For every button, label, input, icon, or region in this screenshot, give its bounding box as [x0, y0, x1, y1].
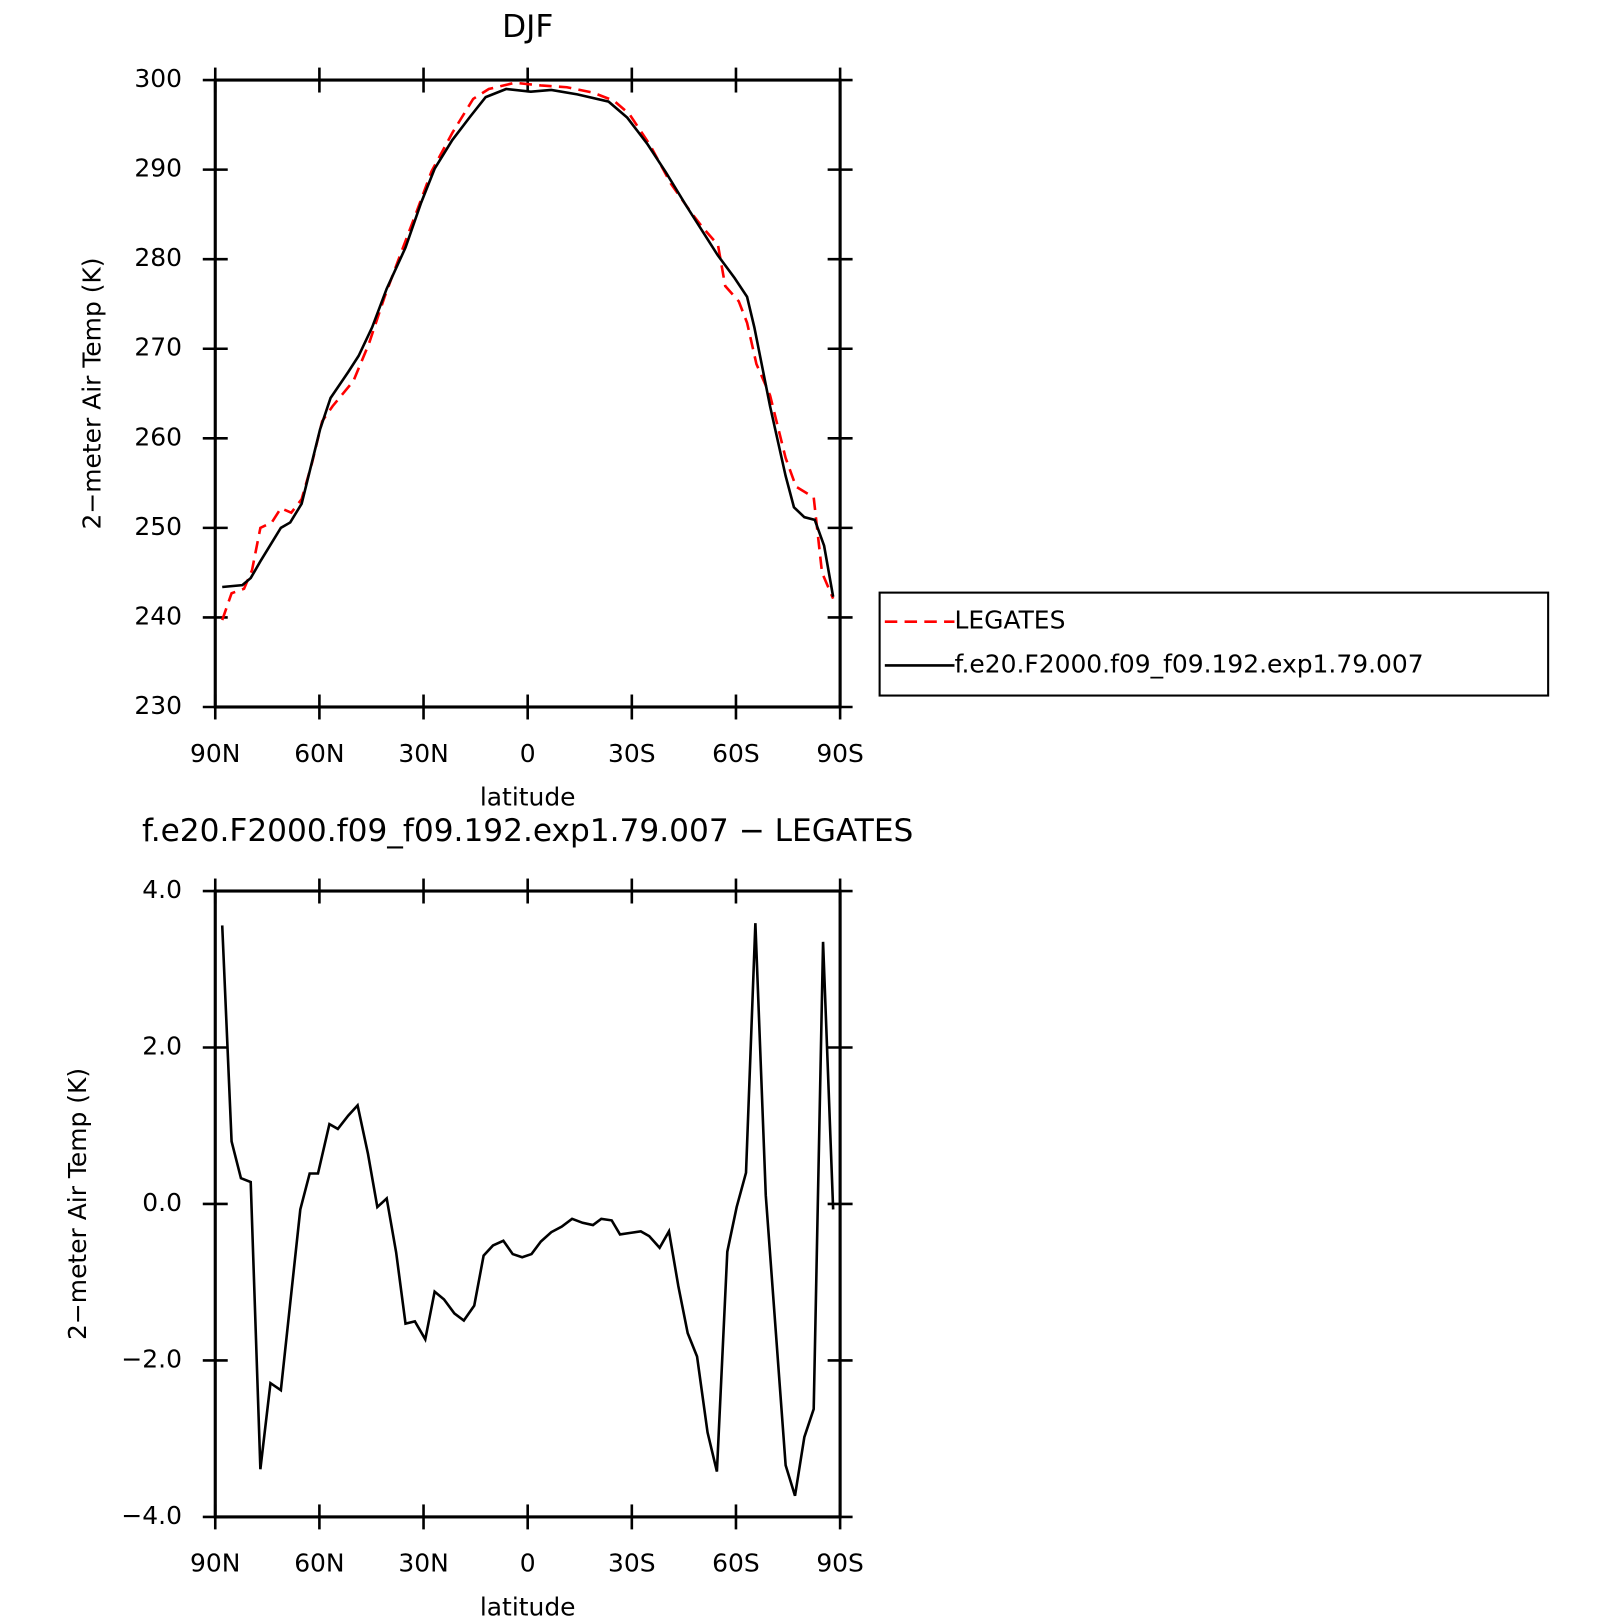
chart-title: f.e20.F2000.f09_f09.192.exp1.79.007 − LE…	[142, 813, 913, 849]
y-tick-label: 0.0	[142, 1188, 182, 1217]
y-tick-label: 300	[134, 64, 182, 93]
x-tick-label: 30S	[608, 739, 656, 768]
x-tick-label: 0	[520, 739, 536, 768]
y-axis-label: 2−meter Air Temp (K)	[63, 1068, 92, 1340]
y-tick-label: −4.0	[121, 1501, 182, 1530]
x-axis-label: latitude	[480, 1592, 576, 1621]
x-tick-label: 60S	[712, 1549, 760, 1578]
x-tick-label: 30N	[398, 739, 448, 768]
y-tick-label: 240	[134, 601, 182, 630]
plot-frame	[213, 889, 842, 1519]
y-tick-label: 290	[134, 154, 182, 183]
x-tick-label: 90N	[190, 1549, 240, 1578]
x-tick-label: 0	[520, 1549, 536, 1578]
line	[220, 81, 835, 621]
y-tick-label: 230	[134, 691, 182, 720]
legend-box	[878, 591, 1550, 697]
x-tick-label: 60S	[712, 739, 760, 768]
y-tick-label: 260	[134, 422, 182, 451]
x-tick-label: 90S	[816, 1549, 864, 1578]
y-tick-label: −2.0	[121, 1344, 182, 1373]
legend-label: LEGATES	[954, 606, 1065, 635]
x-tick-label: 90S	[816, 739, 864, 768]
y-tick-label: 250	[134, 512, 182, 541]
y-axis-label: 2−meter Air Temp (K)	[78, 257, 107, 529]
y-tick-label: 4.0	[142, 875, 182, 904]
x-tick-label: 30S	[608, 1549, 656, 1578]
x-tick-label: 30N	[398, 1549, 448, 1578]
x-tick-label: 60N	[294, 1549, 344, 1578]
y-tick-label: 2.0	[142, 1031, 182, 1060]
line	[222, 87, 835, 598]
x-tick-label: 90N	[190, 739, 240, 768]
plot-frame	[213, 78, 842, 709]
chart-title: DJF	[502, 9, 553, 45]
line	[220, 923, 835, 1497]
y-tick-label: 280	[134, 243, 182, 272]
legend-label: f.e20.F2000.f09_f09.192.exp1.79.007	[954, 649, 1423, 678]
y-tick-label: 270	[134, 333, 182, 362]
x-axis-label: latitude	[480, 782, 576, 811]
x-tick-label: 60N	[294, 739, 344, 768]
